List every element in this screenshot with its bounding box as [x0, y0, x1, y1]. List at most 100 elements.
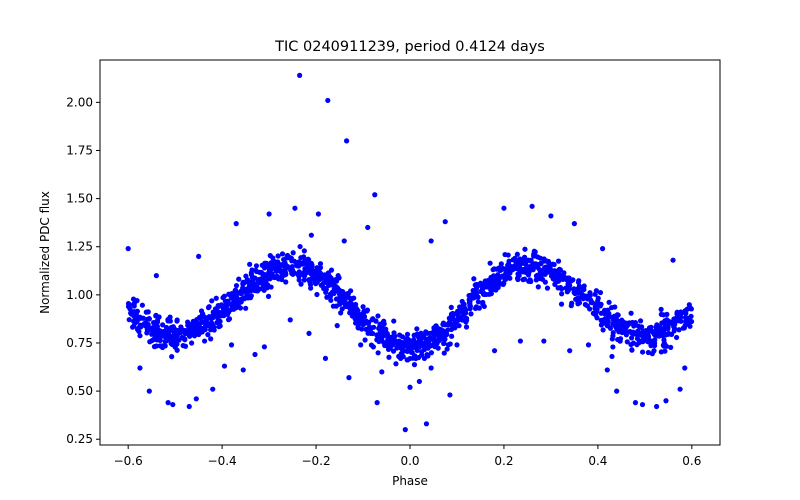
data-point — [614, 312, 621, 318]
data-point — [584, 296, 591, 302]
data-point — [125, 303, 132, 310]
data-point — [441, 350, 447, 356]
data-point — [648, 324, 654, 330]
data-point — [493, 275, 500, 281]
data-point — [441, 340, 447, 347]
data-point — [169, 327, 175, 333]
y-tick-label: 1.50 — [66, 192, 93, 206]
data-point — [365, 319, 372, 326]
data-point — [317, 261, 324, 267]
data-point — [653, 324, 659, 330]
data-point — [134, 315, 140, 321]
data-point — [552, 281, 558, 287]
data-point — [598, 301, 604, 307]
data-point — [247, 261, 253, 267]
data-point — [208, 336, 214, 342]
data-point — [618, 326, 624, 332]
data-point — [664, 311, 670, 317]
data-point — [505, 273, 511, 279]
data-point — [403, 336, 409, 342]
data-point — [327, 273, 333, 280]
data-point — [328, 297, 334, 303]
data-point — [538, 261, 544, 267]
data-point — [338, 297, 344, 303]
data-point — [472, 305, 479, 312]
data-point — [222, 303, 229, 309]
data-point — [683, 315, 690, 321]
data-point — [287, 317, 293, 323]
data-point — [481, 303, 487, 310]
data-point — [360, 321, 366, 328]
data-point — [225, 317, 232, 323]
data-point — [160, 322, 166, 328]
data-point — [615, 336, 621, 343]
data-point — [143, 309, 149, 315]
data-point — [129, 324, 136, 330]
data-point — [487, 260, 493, 266]
data-point — [179, 334, 185, 341]
y-tick-label: 2.00 — [66, 95, 93, 109]
data-point — [139, 302, 145, 308]
data-point — [517, 338, 523, 344]
data-point — [610, 333, 616, 339]
data-point — [131, 300, 137, 307]
data-point — [544, 285, 551, 291]
data-point — [301, 254, 307, 260]
data-point — [493, 287, 499, 293]
data-point — [248, 270, 254, 276]
data-point — [468, 311, 474, 317]
data-point — [386, 354, 392, 360]
data-point — [541, 338, 547, 344]
data-point — [205, 305, 212, 311]
data-point — [602, 311, 608, 317]
data-point — [614, 326, 620, 332]
data-point — [529, 203, 535, 209]
data-point — [569, 300, 575, 306]
data-point — [262, 277, 269, 284]
data-point — [599, 246, 606, 252]
data-point — [368, 326, 374, 332]
data-point — [671, 324, 677, 330]
data-point — [265, 293, 272, 299]
data-point — [675, 316, 681, 322]
data-point — [537, 255, 544, 261]
data-point — [241, 296, 248, 302]
data-point — [342, 297, 348, 304]
data-point — [606, 299, 612, 305]
data-point — [416, 378, 422, 385]
data-point — [565, 288, 571, 294]
data-point — [237, 305, 244, 311]
data-point — [169, 354, 175, 360]
data-point — [432, 344, 438, 350]
data-point — [444, 346, 450, 352]
data-point — [436, 328, 442, 335]
data-point — [559, 291, 565, 297]
data-point — [473, 286, 479, 292]
data-point — [597, 289, 604, 296]
data-point — [404, 331, 411, 337]
y-tick-label: 1.00 — [66, 288, 93, 302]
data-point — [136, 325, 142, 331]
data-point — [661, 337, 667, 343]
data-point — [541, 258, 548, 264]
data-point — [289, 258, 295, 264]
data-point — [545, 258, 552, 265]
data-point — [635, 323, 641, 329]
data-point — [325, 97, 331, 104]
data-point — [209, 298, 215, 304]
data-point — [466, 297, 472, 303]
data-point — [687, 323, 693, 329]
data-point — [213, 295, 219, 301]
data-point — [405, 344, 411, 350]
data-point — [270, 262, 276, 269]
data-point — [188, 327, 194, 333]
data-point — [330, 303, 336, 309]
data-point — [527, 277, 533, 283]
data-point — [210, 386, 216, 392]
data-point — [653, 403, 660, 410]
data-point — [217, 323, 223, 329]
data-point — [301, 248, 307, 254]
data-point — [368, 342, 375, 348]
data-point — [377, 330, 383, 336]
